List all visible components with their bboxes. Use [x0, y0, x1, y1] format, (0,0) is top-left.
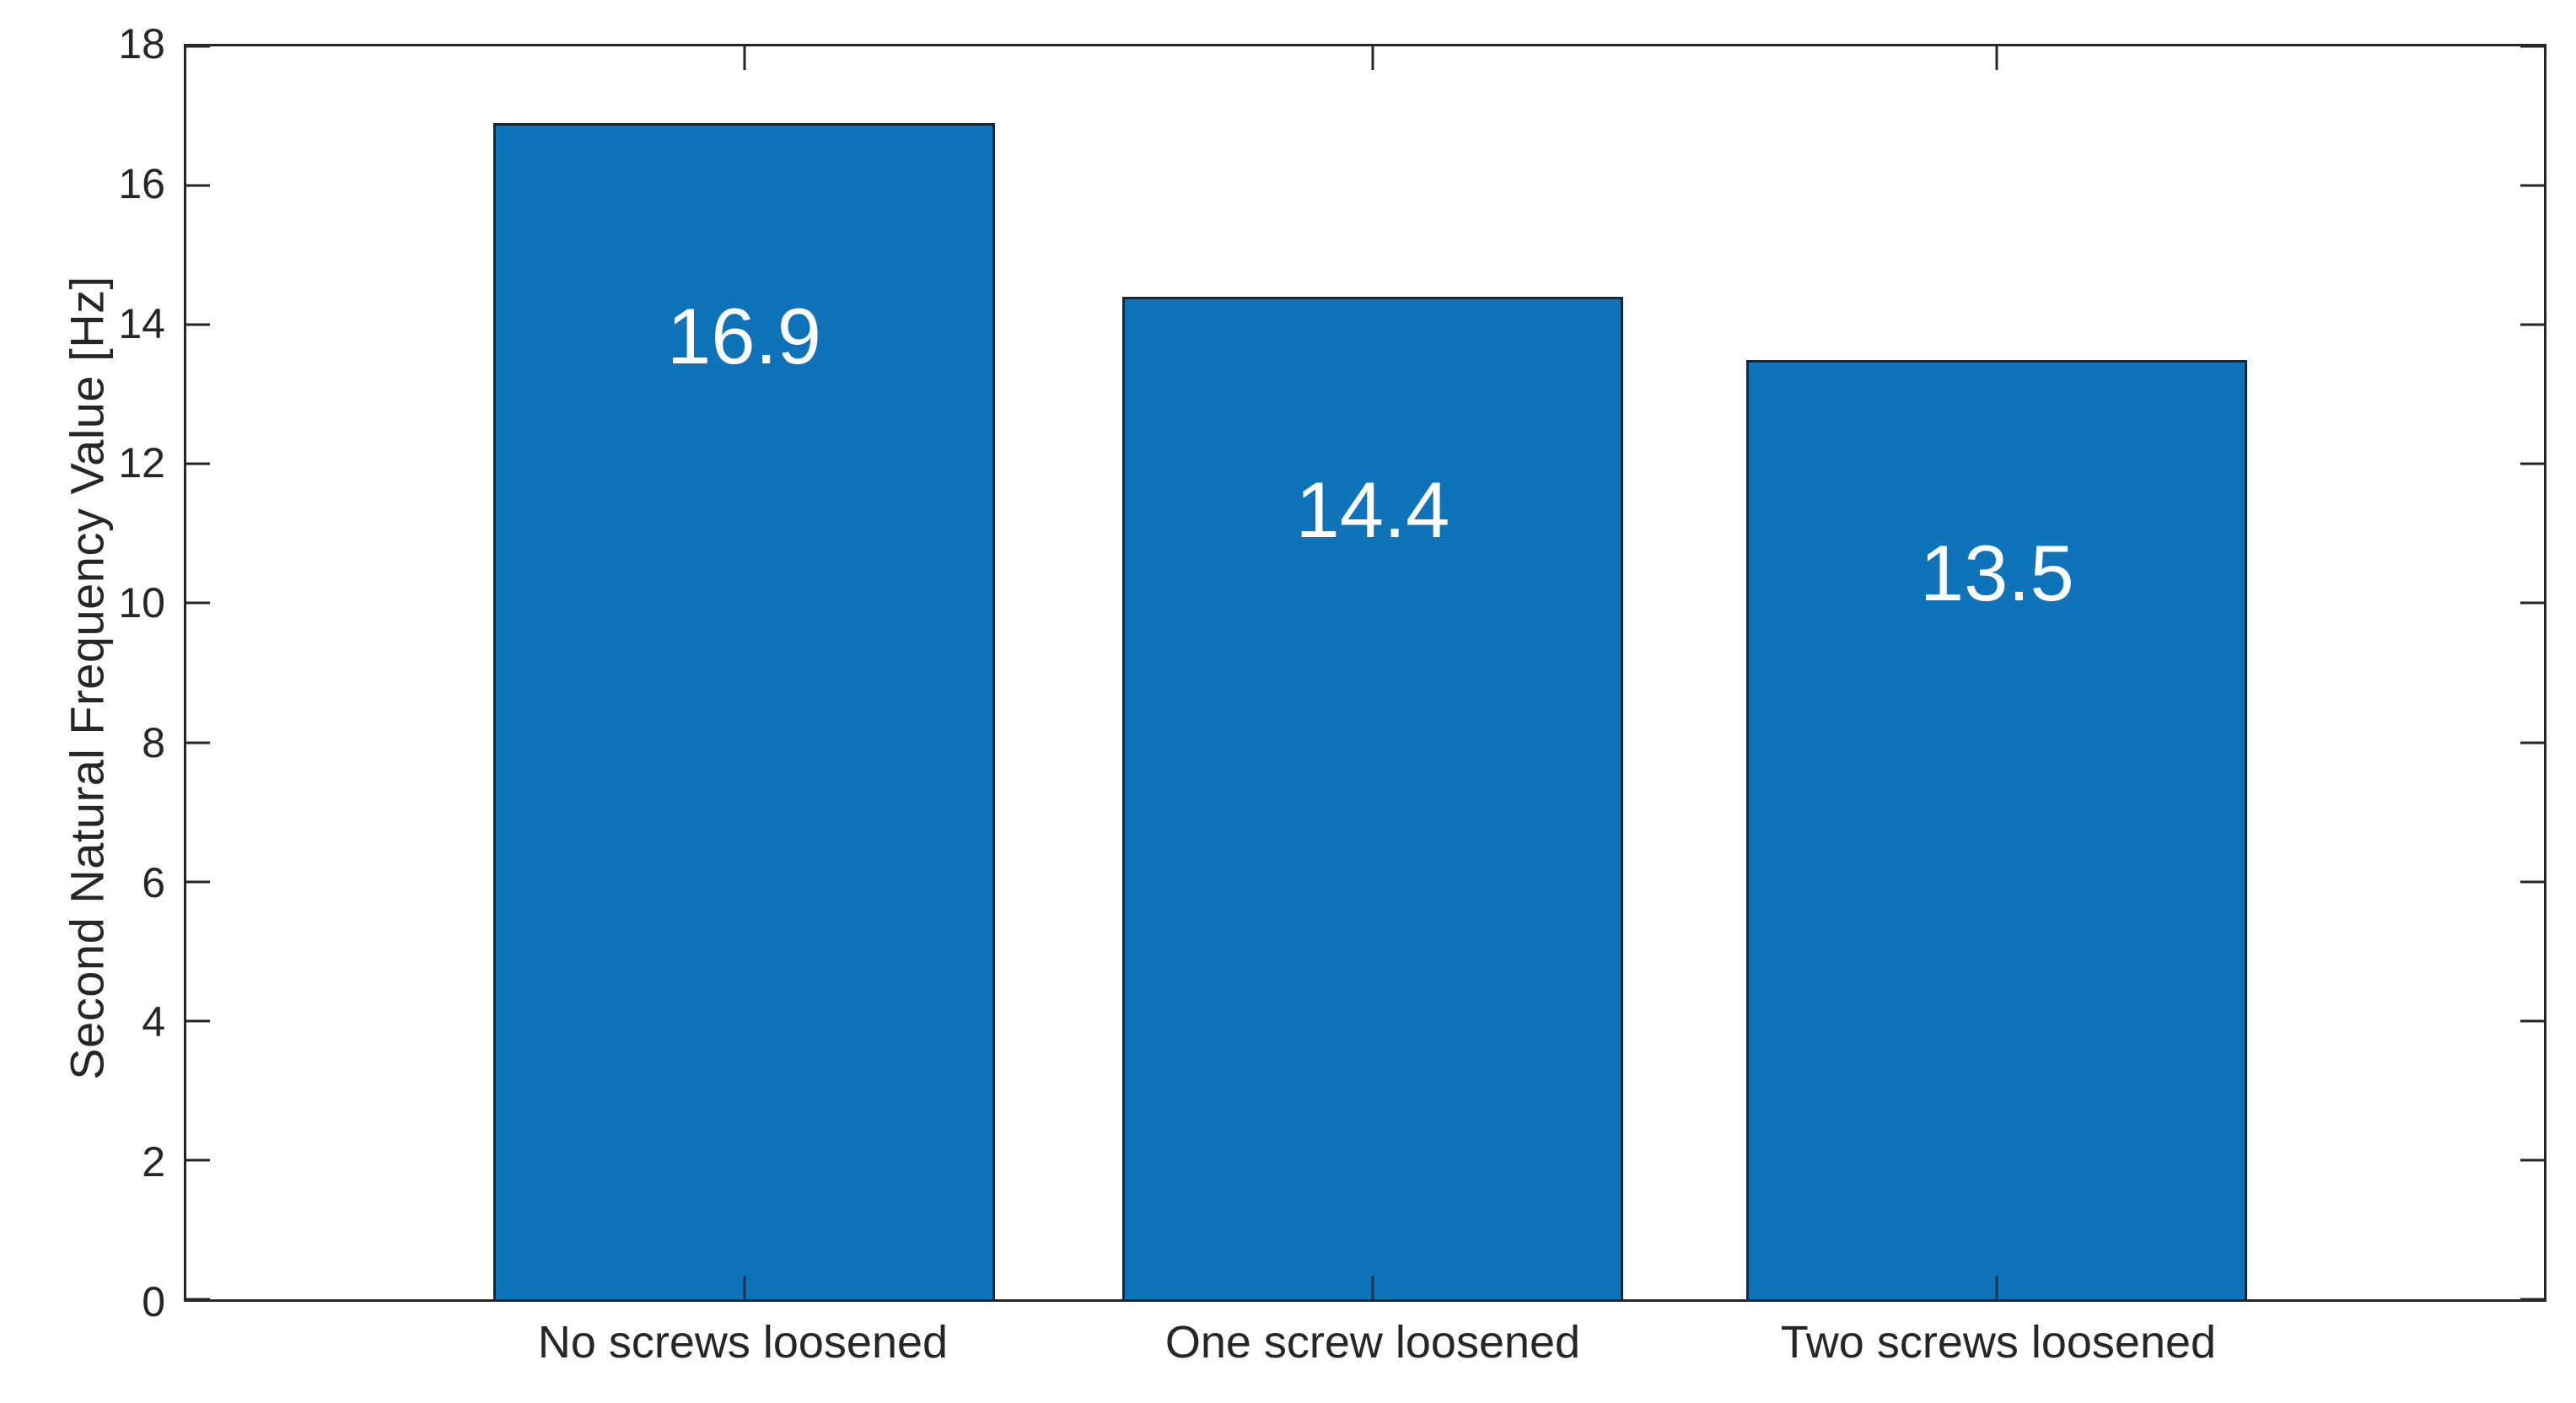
- y-tick-mark: [186, 601, 210, 605]
- x-tick-mark: [1371, 46, 1374, 70]
- y-tick-mark: [186, 184, 210, 187]
- y-tick-label: 10: [118, 579, 165, 627]
- y-tick-mark: [2520, 880, 2544, 884]
- y-tick-mark: [186, 45, 210, 48]
- y-tick-mark: [2520, 1019, 2544, 1023]
- bar-value-label: 13.5: [1919, 528, 2074, 617]
- y-tick-mark: [2520, 1158, 2544, 1162]
- x-tick-mark: [1371, 1276, 1374, 1299]
- x-tick-mark: [743, 1276, 746, 1299]
- y-tick-label: 12: [118, 439, 165, 487]
- x-tick-mark: [1995, 46, 1998, 70]
- y-tick-mark: [2520, 45, 2544, 48]
- y-tick-label: 4: [142, 998, 165, 1046]
- bar-value-label: 16.9: [667, 291, 821, 380]
- y-tick-mark: [186, 323, 210, 326]
- x-tick-mark: [1995, 1276, 1998, 1299]
- y-axis-title: Second Natural Frequency Value [Hz]: [60, 276, 114, 1080]
- y-tick-label: 0: [142, 1278, 165, 1325]
- y-tick-mark: [186, 1298, 210, 1301]
- y-tick-label: 2: [142, 1138, 165, 1186]
- y-tick-label: 14: [118, 299, 165, 347]
- y-tick-mark: [2520, 741, 2544, 745]
- x-tick-mark: [743, 46, 746, 70]
- y-tick-mark: [186, 1019, 210, 1023]
- y-tick-mark: [186, 741, 210, 745]
- bar: 14.4: [1121, 297, 1623, 1299]
- y-tick-label: 6: [142, 858, 165, 906]
- y-tick-mark: [2520, 1298, 2544, 1301]
- y-tick-mark: [186, 1158, 210, 1162]
- y-tick-mark: [2520, 323, 2544, 326]
- y-tick-label: 8: [142, 718, 165, 766]
- y-tick-label: 16: [118, 159, 165, 207]
- bar: 13.5: [1746, 359, 2248, 1299]
- plot-area: 16.9 14.4 13.5: [184, 44, 2546, 1302]
- x-tick-label: One screw loosened: [1164, 1317, 1581, 1368]
- y-tick-mark: [186, 880, 210, 884]
- x-tick-label: Two screws loosened: [1780, 1317, 2217, 1368]
- y-tick-mark: [2520, 462, 2544, 465]
- y-tick-mark: [2520, 601, 2544, 605]
- x-tick-label: No screws loosened: [537, 1317, 949, 1368]
- y-tick-mark: [186, 462, 210, 465]
- y-tick-mark: [2520, 184, 2544, 187]
- bar: 16.9: [493, 122, 995, 1299]
- bar-value-label: 14.4: [1295, 465, 1450, 555]
- y-tick-label: 18: [118, 20, 165, 67]
